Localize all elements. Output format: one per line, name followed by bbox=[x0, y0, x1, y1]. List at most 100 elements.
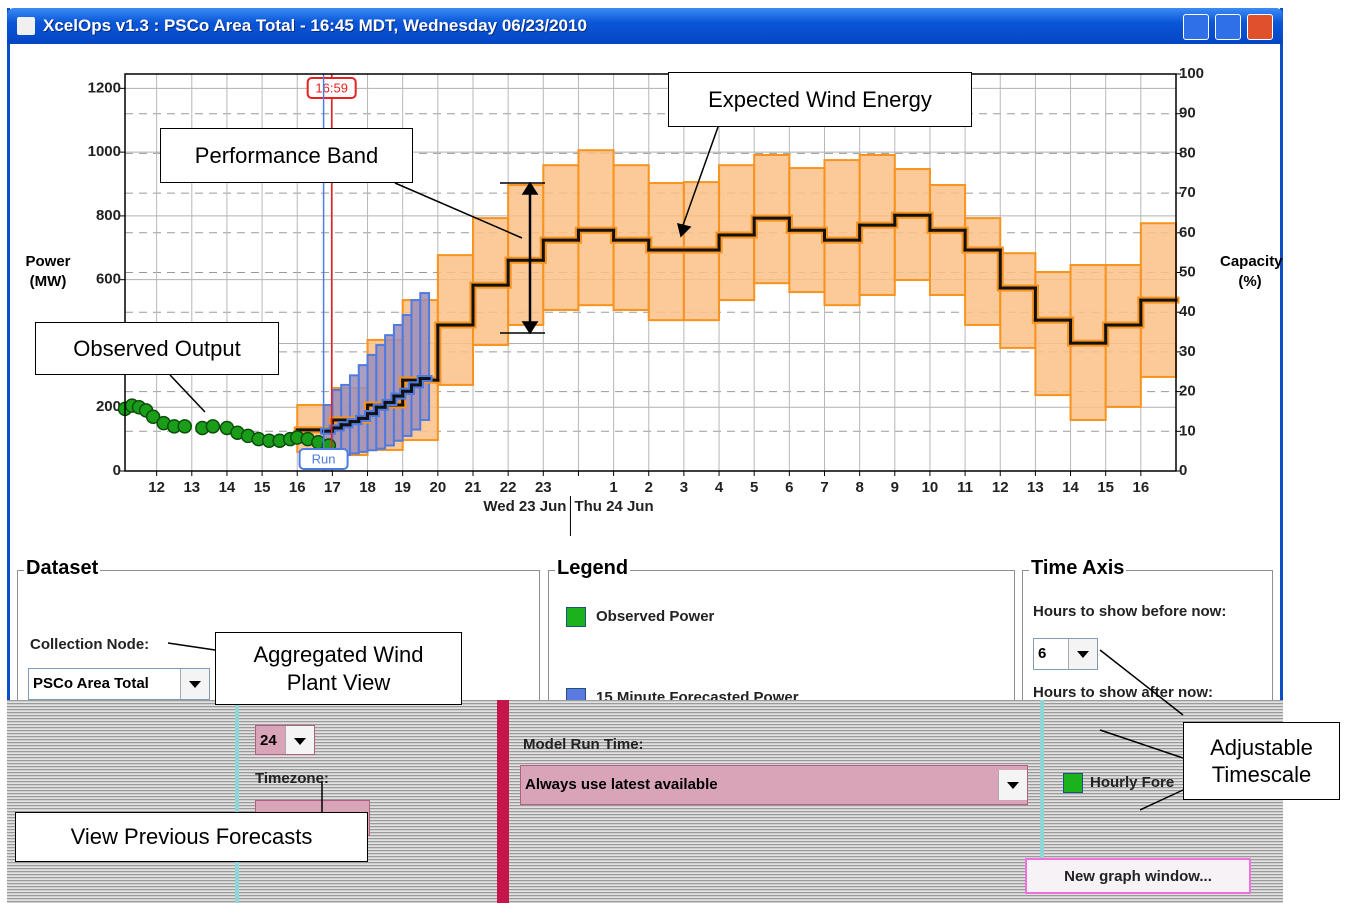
hours-before-select[interactable]: 6 bbox=[1033, 638, 1098, 670]
leader-line bbox=[681, 126, 719, 229]
label: Collection Node: bbox=[30, 636, 150, 653]
annotation: Expected Wind Energy bbox=[668, 72, 972, 127]
x-tick-label: 13 bbox=[1027, 479, 1044, 496]
x-tick-label: 16 bbox=[289, 479, 306, 496]
y2-tick-label: 50 bbox=[1179, 263, 1196, 280]
divider bbox=[235, 700, 239, 903]
x-tick-label: 12 bbox=[992, 479, 1009, 496]
select-value: PSCo Area Total bbox=[33, 675, 149, 692]
y2-tick-label: 30 bbox=[1179, 343, 1196, 360]
arrow-head bbox=[676, 222, 692, 238]
group-title: Legend bbox=[555, 557, 631, 580]
leader-line bbox=[169, 374, 206, 413]
dropdown-arrow[interactable] bbox=[180, 669, 209, 699]
x-tick-label: 18 bbox=[359, 479, 376, 496]
performance-band bbox=[1034, 271, 1072, 397]
x-tick-label: 19 bbox=[394, 479, 411, 496]
dropdown-arrow[interactable] bbox=[1068, 639, 1097, 669]
y-axis-label: Power (MW) bbox=[25, 253, 71, 290]
x-tick-label: 15 bbox=[1097, 479, 1114, 496]
x-tick-label: 6 bbox=[785, 479, 793, 496]
x-tick-label: 15 bbox=[254, 479, 271, 496]
performance-band bbox=[964, 217, 1002, 326]
group-title: Time Axis bbox=[1029, 557, 1127, 580]
y-tick-label: 800 bbox=[96, 207, 121, 224]
hours-after-select[interactable]: 24 bbox=[255, 725, 315, 755]
performance-band bbox=[436, 254, 474, 386]
marker-label: Run bbox=[312, 451, 336, 466]
x-tick-label: 10 bbox=[922, 479, 939, 496]
x-tick-label: 17 bbox=[324, 479, 341, 496]
x-tick-label: 4 bbox=[715, 479, 724, 496]
y2-tick-label: 0 bbox=[1179, 462, 1187, 479]
new-window-button[interactable]: New graph window... bbox=[1025, 858, 1251, 894]
button-label: New graph window... bbox=[1064, 867, 1212, 885]
date-label: Thu 24 Jun bbox=[574, 498, 653, 515]
minimize-button[interactable] bbox=[1183, 14, 1209, 40]
model-run-select[interactable]: Always use latest available bbox=[520, 765, 1028, 805]
y-tick-label: 200 bbox=[96, 398, 121, 415]
y-tick-label: 600 bbox=[96, 271, 121, 288]
checkbox[interactable] bbox=[1063, 773, 1083, 793]
plot-frame bbox=[124, 73, 1177, 472]
y-tick-label: 0 bbox=[113, 462, 121, 479]
performance-band bbox=[928, 183, 967, 296]
leader-line bbox=[1099, 649, 1184, 716]
x-tick-label: 2 bbox=[645, 479, 653, 496]
app-icon bbox=[17, 17, 35, 35]
group-title: Dataset bbox=[24, 557, 101, 580]
maximize-button[interactable] bbox=[1215, 14, 1241, 40]
select-value: Always use latest available bbox=[525, 776, 718, 793]
x-tick-label: 16 bbox=[1133, 479, 1150, 496]
annotation: Aggregated Wind Plant View bbox=[215, 632, 462, 705]
y2-tick-label: 90 bbox=[1179, 105, 1196, 122]
legend-entry: 15 Minute Forecasted Power bbox=[596, 689, 799, 701]
y2-tick-label: 10 bbox=[1179, 422, 1196, 439]
performance-band bbox=[507, 183, 545, 326]
annotation: Adjustable Timescale bbox=[1183, 722, 1340, 800]
annotation: Performance Band bbox=[160, 128, 413, 183]
x-tick-label: 3 bbox=[680, 479, 688, 496]
x-tick-label: 13 bbox=[183, 479, 200, 496]
divider bbox=[1040, 700, 1044, 860]
collection-node-select[interactable]: PSCo Area Total bbox=[28, 668, 210, 700]
x-tick-label: 14 bbox=[1062, 479, 1079, 496]
x-tick-label: 5 bbox=[750, 479, 758, 496]
label: Model Run Time: bbox=[523, 736, 644, 753]
legend-entry: Observed Power bbox=[596, 608, 715, 625]
select-value: 24 bbox=[260, 732, 277, 749]
dropdown-arrow[interactable] bbox=[285, 726, 314, 754]
close-button[interactable] bbox=[1247, 14, 1273, 40]
y2-tick-label: 40 bbox=[1179, 303, 1196, 320]
x-tick-label: 21 bbox=[465, 479, 482, 496]
observed-point bbox=[177, 419, 193, 434]
label: Hours to show before now: bbox=[1033, 603, 1227, 620]
y-tick-label: 1000 bbox=[88, 143, 121, 160]
y2-tick-label: 20 bbox=[1179, 383, 1196, 400]
x-tick-label: 23 bbox=[535, 479, 552, 496]
marker-label-box bbox=[306, 77, 357, 99]
performance-band bbox=[419, 292, 431, 421]
y2-tick-label: 80 bbox=[1179, 144, 1196, 161]
label: Hours to show after now: bbox=[1033, 684, 1213, 700]
x-tick-label: 8 bbox=[855, 479, 863, 496]
leader-line bbox=[167, 642, 216, 651]
annotation: View Previous Forecasts bbox=[15, 812, 368, 862]
select-value: 6 bbox=[1038, 645, 1047, 662]
performance-band bbox=[1104, 264, 1142, 408]
date-label: Wed 23 Jun bbox=[483, 498, 566, 515]
y-tick-label: 1200 bbox=[88, 79, 121, 96]
dropdown-arrow[interactable] bbox=[998, 770, 1027, 800]
x-tick-label: 22 bbox=[500, 479, 517, 496]
x-tick-label: 12 bbox=[148, 479, 165, 496]
checkbox[interactable] bbox=[566, 607, 586, 627]
observed-point bbox=[145, 409, 161, 425]
title-bar: XcelOps v1.3 : PSCo Area Total - 16:45 M… bbox=[7, 8, 1283, 44]
y2-tick-label: 60 bbox=[1179, 224, 1196, 241]
y2-axis-label: Capacity (%) bbox=[1220, 253, 1283, 290]
label: Timezone: bbox=[255, 770, 329, 787]
x-tick-label: 14 bbox=[219, 479, 236, 496]
